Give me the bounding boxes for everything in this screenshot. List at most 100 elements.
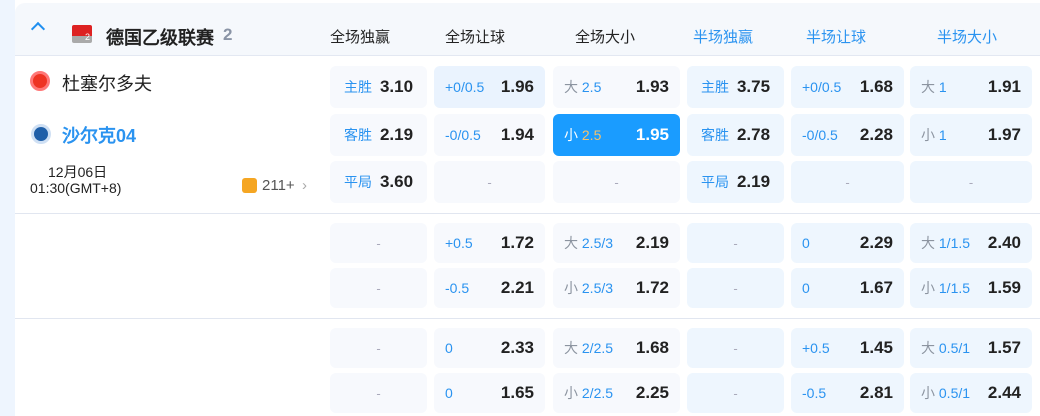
odds-cell[interactable]: +0/0.5 1.96 — [434, 66, 545, 108]
odds-line: 1/1.5 — [938, 235, 971, 251]
column-header: 全场独赢 — [329, 29, 390, 46]
odds-line: 主胜 — [343, 79, 372, 95]
odds-cell[interactable]: 小 1 1.97 — [910, 114, 1032, 156]
odds-cell[interactable]: 大 1 1.91 — [910, 66, 1032, 108]
odds-value: 1.57 — [987, 338, 1021, 357]
more-bets-count[interactable]: 211+ — [262, 177, 295, 194]
odds-cell[interactable]: 平局 2.19 — [687, 161, 784, 203]
odds-value: 3.75 — [736, 77, 771, 96]
chevron-right-icon[interactable]: › — [302, 177, 307, 194]
odds-value: 2.19 — [635, 233, 669, 252]
empty-dash: - — [733, 340, 738, 356]
odds-value: 3.10 — [379, 77, 414, 96]
odds-cell[interactable]: 大 2.5 1.93 — [553, 66, 680, 108]
odds-line: 2.5/3 — [581, 235, 614, 251]
odds-label: -0/0.5 — [802, 127, 838, 143]
odds-side: 大 — [564, 235, 578, 251]
odds-cell[interactable]: 主胜 3.10 — [330, 66, 427, 108]
odds-line: 2.5 — [581, 127, 602, 143]
away-team-logo-icon — [31, 124, 51, 144]
empty-dash: - — [968, 174, 974, 190]
odds-cell[interactable]: 大 2/2.5 1.68 — [553, 328, 680, 368]
odds-side: 小 — [564, 127, 578, 143]
odds-cell[interactable]: -0.5 2.81 — [791, 373, 904, 413]
divider — [15, 318, 1040, 319]
league-header — [15, 3, 1040, 56]
odds-side: 大 — [564, 79, 578, 95]
odds-value: 2.44 — [987, 383, 1021, 402]
match-time: 01:30(GMT+8) — [30, 180, 122, 196]
odds-cell[interactable]: 平局 3.60 — [330, 161, 427, 203]
odds-cell[interactable]: 小 2.5/3 1.72 — [553, 268, 680, 308]
odds-cell[interactable]: 大 2.5/3 2.19 — [553, 223, 680, 263]
odds-label: 小 2.5 — [564, 125, 601, 145]
odds-cell[interactable]: -0/0.5 1.94 — [434, 114, 545, 156]
empty-dash: - — [733, 280, 738, 296]
odds-cell[interactable]: 0 1.65 — [434, 373, 545, 413]
odds-line: 2.5 — [581, 79, 602, 95]
column-header: 全场大小 — [574, 29, 635, 46]
odds-cell[interactable]: 0 1.67 — [791, 268, 904, 308]
odds-cell-empty: - — [687, 223, 784, 263]
odds-label: 平局 — [701, 172, 729, 192]
odds-side: 小 — [921, 127, 935, 143]
odds-value: 1.91 — [987, 77, 1021, 96]
odds-label: 主胜 — [701, 77, 729, 97]
divider — [15, 213, 1040, 214]
odds-cell-empty: - — [687, 268, 784, 308]
odds-value: 1.95 — [635, 125, 669, 144]
odds-cell[interactable]: +0.5 1.72 — [434, 223, 545, 263]
odds-line: 2/2.5 — [581, 385, 614, 401]
away-team-name[interactable]: 沙尔克04 — [62, 126, 137, 146]
odds-line: 0 — [445, 385, 453, 401]
odds-line: 平局 — [700, 174, 729, 190]
odds-cell[interactable]: 小 2.5 1.95 — [553, 114, 680, 156]
odds-line: +0.5 — [802, 340, 830, 356]
odds-value: 1.65 — [500, 383, 534, 402]
league-name: 德国乙级联赛 — [106, 28, 214, 48]
odds-line: 0.5/1 — [938, 385, 971, 401]
odds-value: 1.67 — [859, 278, 893, 297]
odds-value: 2.81 — [859, 383, 893, 402]
odds-label: 大 2.5 — [564, 77, 601, 97]
odds-line: -0.5 — [445, 280, 470, 296]
odds-cell[interactable]: 大 1/1.5 2.40 — [910, 223, 1032, 263]
odds-side: 小 — [921, 385, 935, 401]
odds-value: 2.40 — [987, 233, 1021, 252]
odds-line: 0.5/1 — [938, 340, 971, 356]
odds-label: +0/0.5 — [802, 79, 841, 95]
odds-label: 0 — [802, 280, 810, 296]
odds-cell[interactable]: -0/0.5 2.28 — [791, 114, 904, 156]
odds-cell[interactable]: 客胜 2.19 — [330, 114, 427, 156]
odds-line: 1 — [938, 127, 947, 143]
odds-line: -0/0.5 — [802, 127, 838, 143]
league-logo-icon: 2 — [72, 25, 92, 43]
odds-cell[interactable]: 小 0.5/1 2.44 — [910, 373, 1032, 413]
odds-label: +0.5 — [802, 340, 830, 356]
odds-cell[interactable]: 小 1/1.5 1.59 — [910, 268, 1032, 308]
home-team-name[interactable]: 杜塞尔多夫 — [62, 74, 152, 94]
odds-cell[interactable]: 客胜 2.78 — [687, 114, 784, 156]
odds-cell[interactable]: -0.5 2.21 — [434, 268, 545, 308]
odds-label: 小 1/1.5 — [921, 278, 970, 298]
odds-cell[interactable]: +0.5 1.45 — [791, 328, 904, 368]
odds-cell[interactable]: 主胜 3.75 — [687, 66, 784, 108]
odds-cell[interactable]: 0 2.29 — [791, 223, 904, 263]
odds-value: 1.59 — [987, 278, 1021, 297]
odds-cell[interactable]: 0 2.33 — [434, 328, 545, 368]
odds-cell[interactable]: 大 0.5/1 1.57 — [910, 328, 1032, 368]
odds-line: 1/1.5 — [938, 280, 971, 296]
odds-label: 主胜 — [344, 77, 372, 97]
more-bets-icon[interactable] — [242, 178, 257, 193]
odds-line: 0 — [445, 340, 453, 356]
odds-side: 大 — [564, 340, 578, 356]
odds-label: -0/0.5 — [445, 127, 481, 143]
empty-dash: - — [733, 385, 738, 401]
odds-line: 主胜 — [700, 79, 729, 95]
odds-value: 2.28 — [859, 125, 893, 144]
odds-value: 1.68 — [635, 338, 669, 357]
odds-cell[interactable]: 小 2/2.5 2.25 — [553, 373, 680, 413]
odds-label: 大 0.5/1 — [921, 338, 970, 358]
odds-label: 平局 — [344, 172, 372, 192]
odds-cell[interactable]: +0/0.5 1.68 — [791, 66, 904, 108]
